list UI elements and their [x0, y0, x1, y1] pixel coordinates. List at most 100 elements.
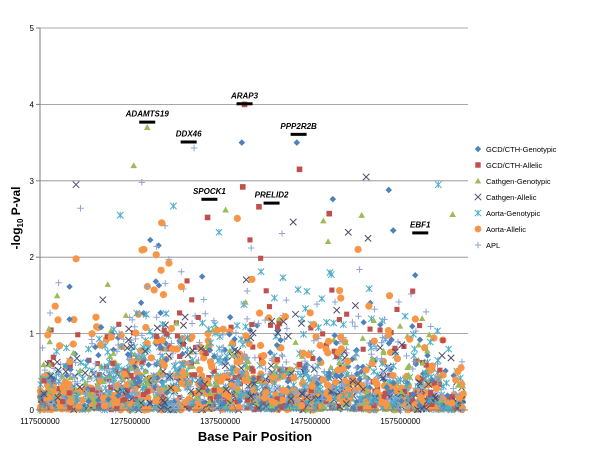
data-point: [157, 344, 164, 351]
peak-point: [239, 184, 246, 190]
data-point: [439, 382, 447, 390]
data-point: [353, 370, 361, 378]
data-point: [155, 282, 163, 289]
data-point: [184, 278, 190, 284]
data-point: [215, 344, 223, 353]
data-point: [76, 383, 84, 391]
data-point: [342, 339, 350, 346]
data-point: [75, 402, 83, 411]
data-point: [247, 237, 253, 243]
data-point: [162, 310, 170, 318]
data-point: [382, 373, 389, 380]
data-point: [410, 352, 418, 360]
data-point: [301, 304, 310, 313]
data-point: [51, 302, 59, 310]
data-point: [436, 381, 442, 387]
data-point: [256, 375, 262, 381]
peak-point: [130, 162, 138, 169]
data-point: [106, 353, 114, 360]
data-point: [411, 400, 419, 409]
data-point: [215, 393, 223, 400]
peak-points: [72, 101, 456, 234]
y-axis-title-tail: P-val: [9, 187, 23, 219]
data-point: [258, 382, 266, 390]
data-point: [106, 376, 112, 382]
data-point: [67, 398, 75, 406]
data-point: [323, 318, 331, 326]
data-point: [300, 399, 306, 405]
data-point: [104, 334, 110, 340]
data-point: [286, 365, 293, 372]
data-point: [122, 401, 130, 409]
data-point: [81, 380, 89, 386]
data-point: [116, 321, 122, 327]
peak-point: [389, 227, 397, 234]
data-point: [411, 358, 419, 365]
data-point: [124, 351, 132, 358]
data-point: [253, 384, 261, 392]
data-point: [157, 390, 164, 397]
data-point: [101, 402, 109, 410]
data-point: [248, 275, 256, 283]
data-point: [181, 398, 190, 406]
data-point: [431, 380, 437, 386]
peak-point: [358, 211, 365, 218]
data-point: [157, 309, 164, 317]
data-point: [150, 404, 158, 412]
data-point: [403, 382, 411, 390]
data-point: [394, 338, 402, 346]
data-point: [351, 301, 360, 310]
data-point: [84, 357, 91, 364]
data-point: [161, 327, 167, 333]
data-point: [268, 317, 276, 325]
data-point: [426, 331, 433, 338]
data-point: [323, 342, 329, 348]
data-point: [270, 385, 278, 393]
data-point: [89, 370, 98, 378]
data-point: [174, 369, 182, 377]
data-point: [319, 396, 327, 403]
data-point: [386, 374, 393, 381]
data-point: [365, 302, 373, 310]
data-point: [250, 344, 256, 350]
data-point: [128, 365, 135, 371]
data-point: [394, 306, 400, 312]
data-point: [75, 332, 81, 338]
data-point: [53, 358, 61, 366]
data-point: [249, 321, 255, 328]
data-point: [292, 388, 299, 396]
data-point: [436, 397, 442, 403]
data-point: [412, 360, 420, 368]
data-point: [381, 316, 388, 323]
data-point: [426, 396, 434, 404]
data-point: [164, 331, 170, 337]
data-point: [294, 286, 302, 294]
data-point: [367, 326, 373, 332]
data-point: [117, 342, 125, 351]
data-point: [331, 378, 340, 386]
data-point: [409, 391, 417, 398]
data-point: [373, 371, 381, 379]
data-point: [424, 380, 433, 388]
x-tick-label: 137500000: [200, 417, 241, 426]
data-point: [417, 323, 423, 329]
data-point: [284, 378, 292, 385]
data-point: [122, 392, 128, 398]
data-point: [211, 368, 217, 374]
data-point: [163, 389, 171, 397]
data-point: [157, 266, 165, 274]
data-point: [324, 349, 332, 357]
data-point: [290, 404, 298, 413]
data-point: [385, 292, 394, 300]
x-axis-title: Base Pair Position: [198, 429, 312, 444]
data-point: [100, 394, 108, 402]
legend-label: APL: [486, 241, 500, 250]
gene-label: PPP2R2B: [280, 122, 317, 131]
data-point: [218, 396, 226, 403]
legend-label: GCD/CTH-Allelic: [486, 161, 543, 170]
data-points: [36, 214, 467, 414]
data-point: [381, 335, 389, 342]
data-point: [178, 394, 185, 401]
data-point: [263, 288, 269, 294]
data-point: [324, 381, 332, 389]
